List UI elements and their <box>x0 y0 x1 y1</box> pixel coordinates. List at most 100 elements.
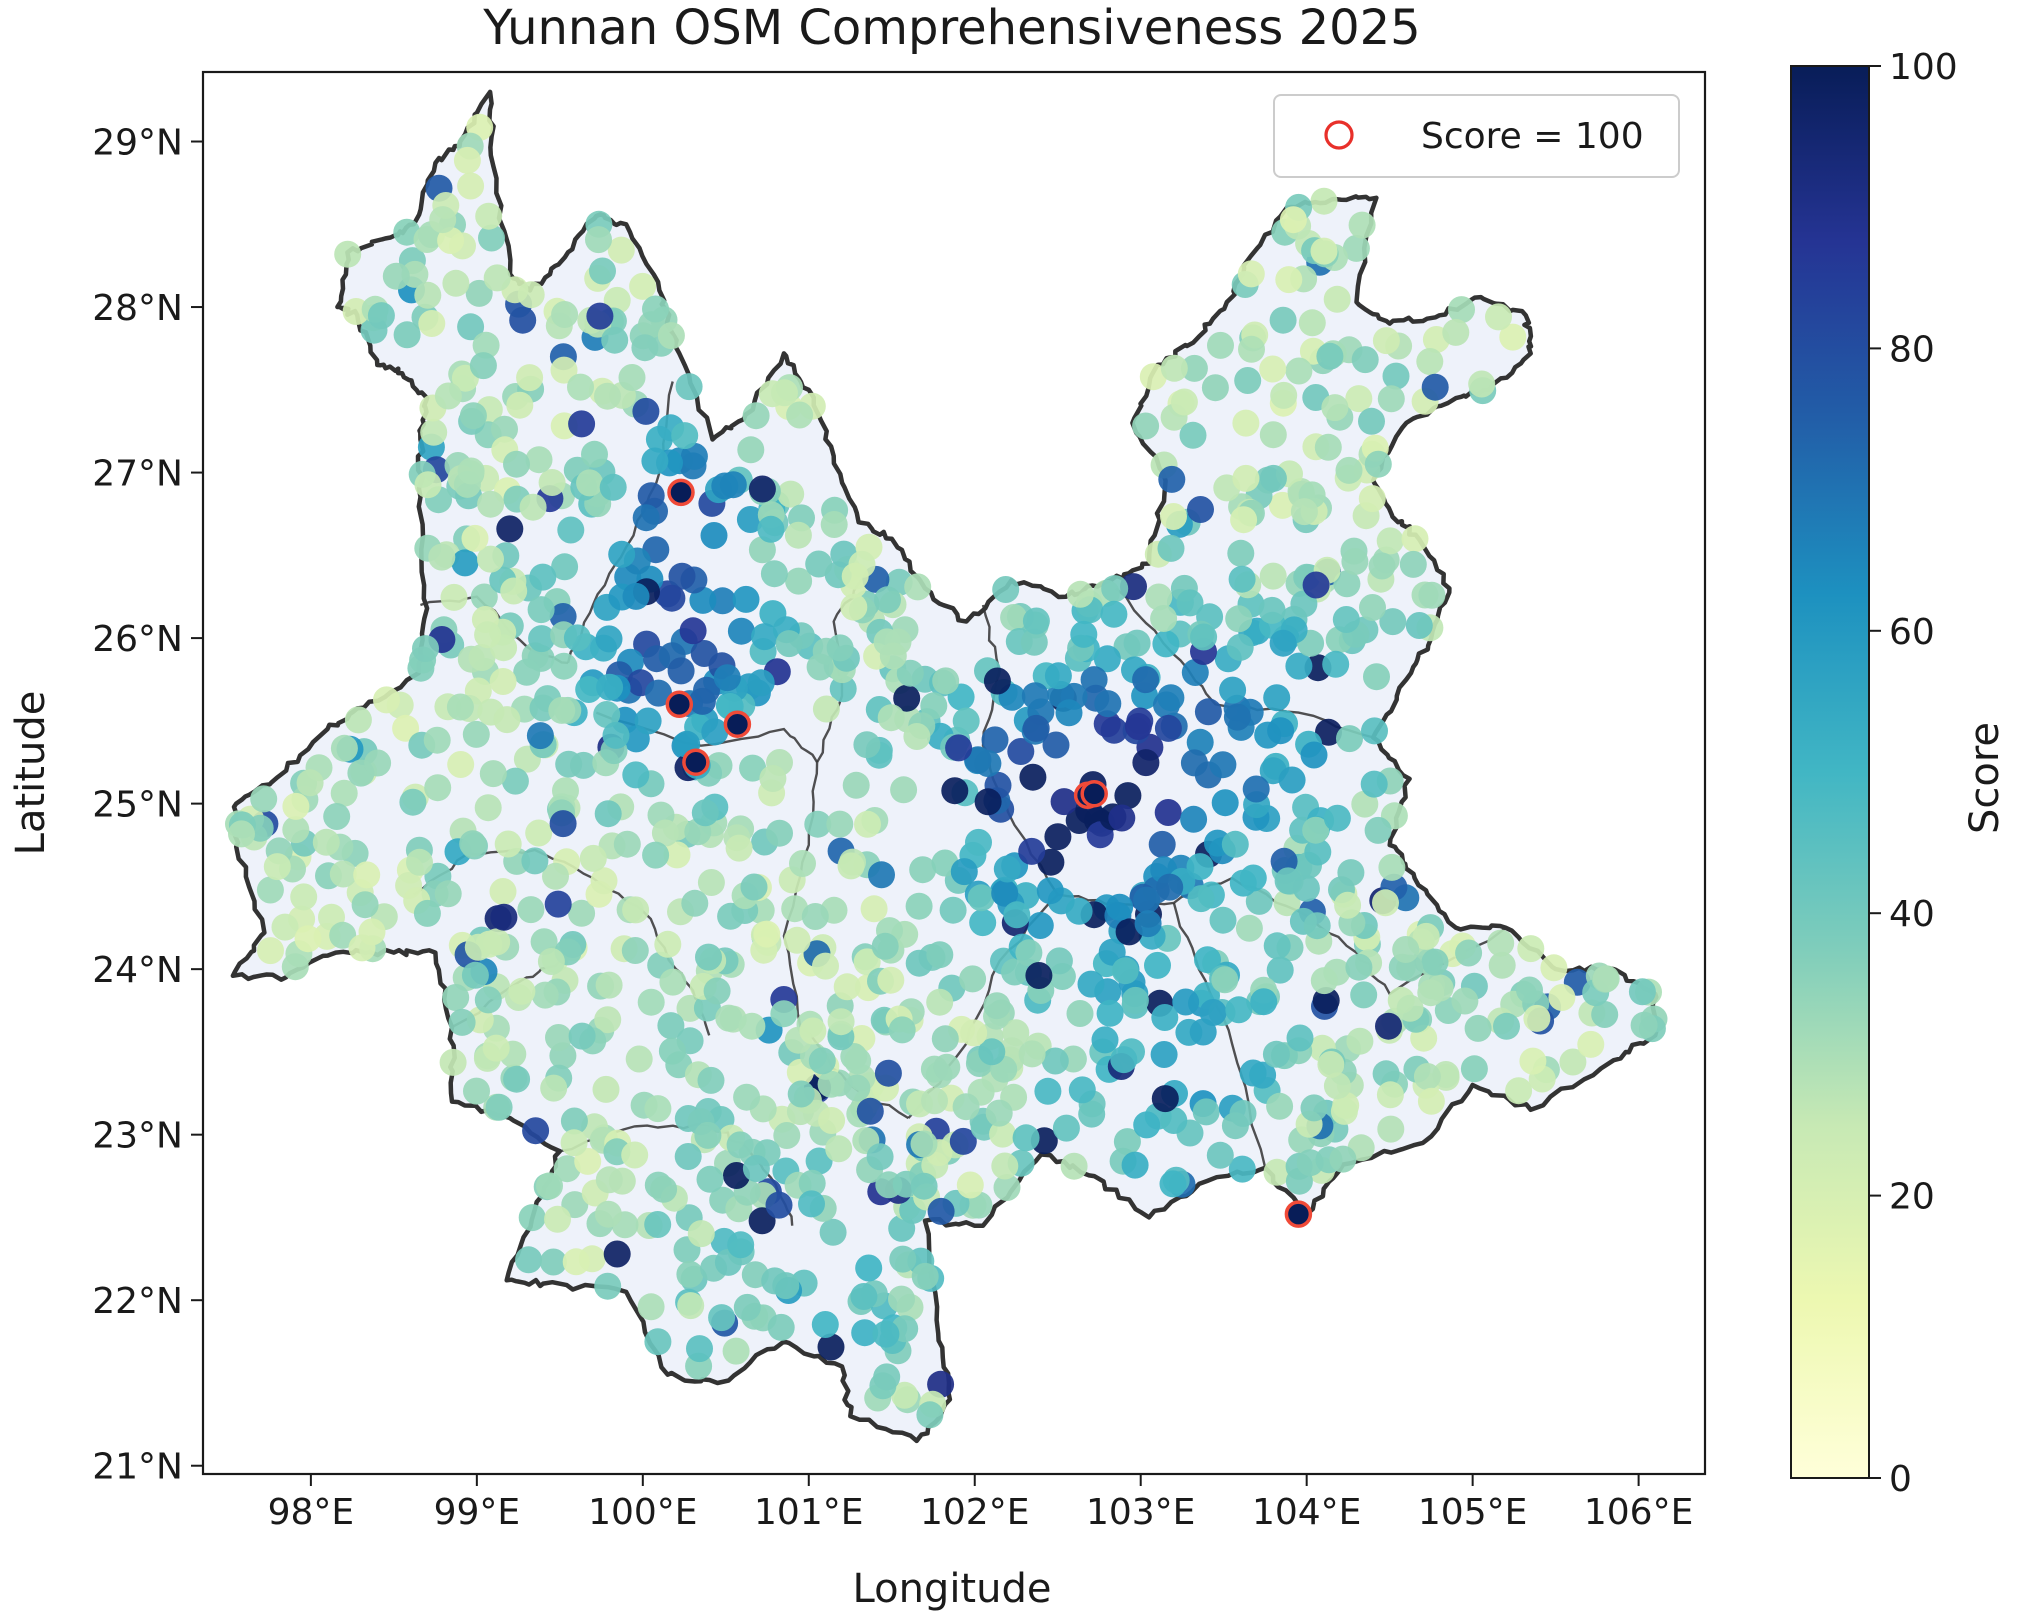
score-point <box>1285 652 1313 680</box>
score-point <box>939 896 967 924</box>
score-point <box>696 1165 724 1193</box>
score-point <box>753 920 781 948</box>
score-point <box>1358 485 1386 513</box>
score-point <box>1628 978 1656 1006</box>
y-axis: 21°N 22°N 23°N 24°N 25°N 26°N 27°N 28°N 29°N <box>92 123 203 1488</box>
score-point <box>798 1169 826 1197</box>
score-point <box>1221 830 1249 858</box>
score-point <box>1262 1040 1290 1068</box>
score-point <box>981 726 1009 754</box>
score-point <box>1323 285 1351 313</box>
score-point <box>657 322 685 350</box>
score-point <box>271 913 299 941</box>
score-point <box>786 401 814 429</box>
score-point <box>1000 604 1028 631</box>
score-point <box>599 473 627 501</box>
score-point <box>622 761 650 789</box>
score-point <box>1160 354 1188 382</box>
score-point <box>806 653 834 681</box>
score-point <box>736 506 764 533</box>
score-point <box>1044 823 1072 851</box>
score-point <box>1211 789 1239 817</box>
score-point <box>1270 381 1298 409</box>
score-point <box>442 269 470 297</box>
score-point <box>668 562 696 590</box>
score-point <box>594 800 622 828</box>
score-point <box>896 659 924 687</box>
y-tick-label: 23°N <box>92 1116 183 1157</box>
score-point <box>733 1083 761 1111</box>
score-point <box>1263 684 1291 712</box>
score-point <box>993 855 1021 883</box>
score-point <box>1154 714 1182 742</box>
score-point <box>1209 906 1237 934</box>
score-point <box>1022 607 1050 635</box>
score-point <box>1316 342 1344 370</box>
score-point <box>1418 581 1446 609</box>
score-point <box>748 536 776 564</box>
score-100-points <box>665 478 1313 1228</box>
score-point <box>1176 589 1204 617</box>
legend-marker-icon <box>1324 120 1354 150</box>
score-point <box>781 895 809 923</box>
score-point <box>489 878 517 905</box>
score-point <box>544 1205 571 1233</box>
score-point <box>1505 1077 1533 1105</box>
score-point <box>804 810 832 838</box>
score-point <box>978 1038 1006 1066</box>
score-point <box>1225 996 1253 1024</box>
score-point <box>457 172 485 200</box>
score-100-point <box>1080 779 1108 808</box>
score-point <box>759 765 787 792</box>
score-point <box>1211 966 1239 994</box>
score-point <box>526 722 554 750</box>
score-point <box>722 1337 750 1365</box>
score-point <box>1121 986 1149 1014</box>
score-point <box>1068 1076 1096 1104</box>
score-point <box>560 1129 588 1157</box>
score-point <box>1181 659 1209 686</box>
score-point <box>1201 374 1229 402</box>
score-point <box>1267 717 1295 745</box>
score-point <box>406 848 433 876</box>
score-100-point <box>665 690 694 719</box>
score-point <box>1488 951 1516 979</box>
score-point <box>412 635 439 663</box>
score-point <box>1234 367 1262 394</box>
score-point <box>974 750 1002 777</box>
score-point <box>1359 594 1386 621</box>
score-point <box>751 623 779 651</box>
score-point <box>586 302 614 330</box>
score-point <box>518 1204 546 1232</box>
score-point <box>854 810 881 838</box>
score-point <box>539 1248 567 1276</box>
score-point <box>528 625 556 653</box>
score-point <box>1180 805 1208 833</box>
score-point <box>1232 464 1260 492</box>
score-point <box>1145 583 1173 611</box>
score-point <box>717 902 745 930</box>
score-point <box>1022 714 1050 742</box>
score-point <box>726 1131 754 1159</box>
score-point <box>873 1363 901 1391</box>
score-point <box>645 679 672 707</box>
score-point <box>525 446 553 474</box>
score-point <box>420 418 448 446</box>
score-point <box>1360 770 1388 798</box>
score-point <box>1034 1077 1062 1105</box>
score-point <box>1451 987 1479 1015</box>
y-tick-label: 22°N <box>92 1281 183 1322</box>
y-tick-label: 25°N <box>92 785 183 826</box>
score-point <box>642 841 670 869</box>
score-point <box>1150 1041 1178 1068</box>
score-point <box>1001 958 1028 986</box>
score-point <box>329 860 357 888</box>
score-point <box>798 1190 825 1218</box>
score-point <box>551 553 579 581</box>
score-point <box>1144 951 1171 979</box>
score-point <box>700 522 728 549</box>
score-point <box>353 861 381 889</box>
score-point <box>516 364 544 392</box>
score-point <box>667 657 695 685</box>
score-point <box>909 856 937 884</box>
